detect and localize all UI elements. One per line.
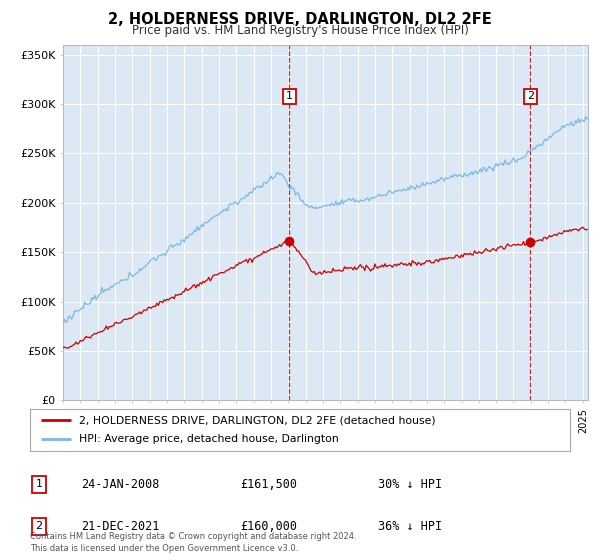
Text: £160,000: £160,000 [240,520,297,533]
Text: 21-DEC-2021: 21-DEC-2021 [81,520,160,533]
Text: 2: 2 [35,521,43,531]
Text: HPI: Average price, detached house, Darlington: HPI: Average price, detached house, Darl… [79,435,338,445]
Text: 1: 1 [35,479,43,489]
Text: 24-JAN-2008: 24-JAN-2008 [81,478,160,491]
Text: £161,500: £161,500 [240,478,297,491]
Text: 2, HOLDERNESS DRIVE, DARLINGTON, DL2 2FE: 2, HOLDERNESS DRIVE, DARLINGTON, DL2 2FE [108,12,492,27]
Text: 2: 2 [527,91,534,101]
Text: Price paid vs. HM Land Registry's House Price Index (HPI): Price paid vs. HM Land Registry's House … [131,24,469,37]
Text: 30% ↓ HPI: 30% ↓ HPI [378,478,442,491]
Text: 36% ↓ HPI: 36% ↓ HPI [378,520,442,533]
Text: 2, HOLDERNESS DRIVE, DARLINGTON, DL2 2FE (detached house): 2, HOLDERNESS DRIVE, DARLINGTON, DL2 2FE… [79,415,435,425]
Text: 1: 1 [286,91,293,101]
Text: Contains HM Land Registry data © Crown copyright and database right 2024.
This d: Contains HM Land Registry data © Crown c… [30,533,356,553]
